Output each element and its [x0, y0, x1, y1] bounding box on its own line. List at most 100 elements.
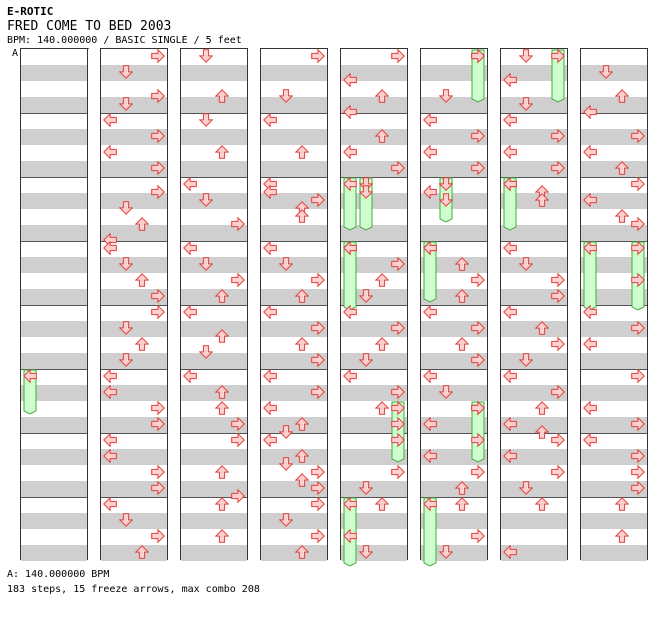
beat-stripe	[581, 161, 647, 177]
measure	[341, 369, 407, 433]
beat-stripe	[341, 513, 407, 529]
arrow-up-icon	[375, 89, 389, 103]
beat-stripe	[21, 193, 87, 209]
beat-stripe	[101, 353, 167, 369]
arrow-right-icon	[231, 273, 245, 287]
beat-stripe	[421, 385, 487, 401]
arrow-up-icon	[215, 465, 229, 479]
measure	[21, 433, 87, 497]
arrow-right-icon	[311, 321, 325, 335]
beat-stripe	[581, 289, 647, 305]
arrow-right-icon	[471, 321, 485, 335]
beat-stripe	[581, 481, 647, 497]
arrow-right-icon	[151, 465, 165, 479]
beat-stripe	[341, 481, 407, 497]
measure	[581, 305, 647, 369]
beat-stripe	[581, 65, 647, 81]
beat-stripe	[261, 193, 327, 209]
freeze-arrow-right	[391, 401, 405, 463]
arrow-right-icon	[311, 273, 325, 287]
beat-stripe	[181, 225, 247, 241]
arrow-down-icon	[599, 65, 613, 79]
arrow-left-icon	[103, 433, 117, 447]
measure	[101, 241, 167, 305]
arrow-up-icon	[375, 129, 389, 143]
arrow-up-icon	[135, 273, 149, 287]
chart-column	[20, 48, 88, 561]
beat-stripe	[21, 97, 87, 113]
arrow-up-icon	[455, 337, 469, 351]
arrow-right-icon	[311, 481, 325, 495]
arrow-down-icon	[359, 481, 373, 495]
measure	[501, 497, 567, 561]
beat-stripe	[21, 481, 87, 497]
chart-column	[340, 48, 408, 567]
measure	[501, 369, 567, 433]
arrow-down-icon	[439, 385, 453, 399]
beat-stripe	[341, 161, 407, 177]
beat-stripe	[101, 161, 167, 177]
beat-stripe	[421, 449, 487, 465]
beat-stripe	[581, 545, 647, 561]
arrow-down-icon	[279, 89, 293, 103]
beat-stripe	[181, 257, 247, 273]
song-title: FRED COME TO BED 2003	[7, 19, 172, 34]
arrow-up-icon	[455, 497, 469, 511]
beat-stripe	[421, 161, 487, 177]
arrow-right-icon	[471, 129, 485, 143]
beat-stripe	[261, 161, 327, 177]
beat-stripe	[181, 353, 247, 369]
beat-stripe	[501, 289, 567, 305]
arrow-left-icon	[503, 417, 517, 431]
beat-stripe	[101, 65, 167, 81]
beat-stripe	[341, 193, 407, 209]
beat-stripe	[101, 545, 167, 561]
beat-stripe	[261, 417, 327, 433]
arrow-right-icon	[551, 161, 565, 175]
arrow-left-icon	[343, 529, 357, 543]
beat-stripe	[21, 129, 87, 145]
arrow-right-icon	[231, 417, 245, 431]
measure	[421, 177, 487, 241]
arrow-right-icon	[151, 185, 165, 199]
beat-stripe	[341, 129, 407, 145]
arrow-down-icon	[119, 201, 133, 215]
beat-stripe	[101, 513, 167, 529]
measure	[421, 305, 487, 369]
measure	[341, 113, 407, 177]
beat-stripe	[101, 225, 167, 241]
arrow-up-icon	[215, 385, 229, 399]
arrow-right-icon	[551, 129, 565, 143]
arrow-left-icon	[503, 241, 517, 255]
measure	[501, 241, 567, 305]
arrow-right-icon	[311, 465, 325, 479]
arrow-down-icon	[279, 257, 293, 271]
beat-stripe	[421, 481, 487, 497]
beat-stripe	[501, 545, 567, 561]
arrow-right-icon	[391, 321, 405, 335]
beat-stripe	[501, 353, 567, 369]
beat-stripe	[501, 97, 567, 113]
beat-stripe	[341, 385, 407, 401]
arrow-down-icon	[279, 457, 293, 471]
beat-stripe	[101, 385, 167, 401]
arrow-right-icon	[231, 217, 245, 231]
beat-stripe	[101, 193, 167, 209]
beat-stripe	[501, 65, 567, 81]
arrow-down-icon	[439, 193, 453, 207]
beat-stripe	[581, 385, 647, 401]
beat-stripe	[501, 321, 567, 337]
measure	[421, 497, 487, 561]
beat-stripe	[181, 193, 247, 209]
beat-stripe	[101, 321, 167, 337]
arrow-left-icon	[263, 433, 277, 447]
arrow-up-icon	[295, 473, 309, 487]
arrow-up-icon	[535, 401, 549, 415]
chart-column	[420, 48, 488, 567]
beat-stripe	[421, 193, 487, 209]
arrow-up-icon	[295, 417, 309, 431]
arrow-right-icon	[631, 481, 645, 495]
arrow-left-icon	[263, 401, 277, 415]
arrow-down-icon	[519, 353, 533, 367]
arrow-right-icon	[551, 273, 565, 287]
